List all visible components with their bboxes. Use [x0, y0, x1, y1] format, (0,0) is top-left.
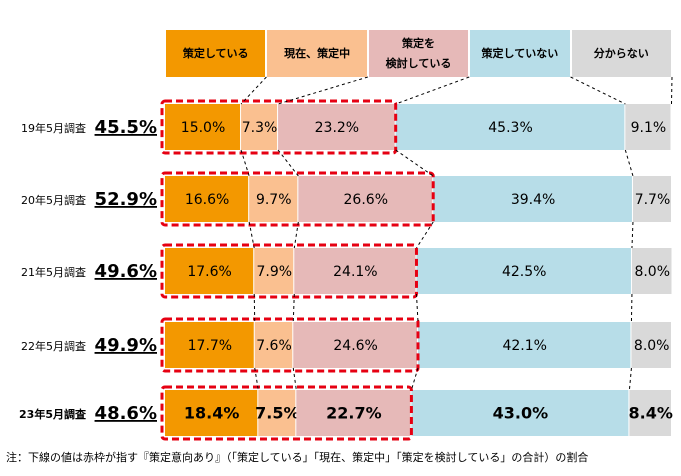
bar-segment [629, 390, 671, 436]
value-label: 42.5% [502, 264, 546, 280]
connector [415, 293, 419, 323]
row-label: 21年5月調査 [21, 265, 86, 279]
value-label: 22.7% [326, 404, 382, 423]
value-label: 45.3% [488, 120, 532, 136]
bar-segment [296, 390, 411, 436]
intent-box [160, 171, 435, 227]
value-label: 15.0% [181, 120, 225, 136]
connector [630, 293, 633, 323]
connector [293, 221, 299, 249]
value-label: 24.6% [333, 338, 377, 354]
value-label: 7.6% [256, 338, 292, 354]
value-label: 17.7% [188, 338, 232, 354]
connector [277, 76, 368, 105]
value-label: 23.2% [315, 120, 359, 136]
bar-segment [395, 104, 625, 150]
legend-entry: 策定している [166, 30, 266, 77]
value-label: 8.0% [634, 338, 670, 354]
value-label: 24.1% [333, 264, 377, 280]
intent-box [160, 243, 418, 299]
value-label: 18.4% [184, 404, 240, 423]
connector [631, 221, 634, 249]
value-label: 39.4% [511, 192, 555, 208]
connector [292, 367, 297, 391]
bar-segment [298, 176, 433, 222]
value-label: 8.4% [629, 404, 673, 423]
value-label: 43.0% [493, 404, 549, 423]
bar-segment [165, 322, 254, 368]
bar-segment [254, 322, 293, 368]
bar-segment [249, 176, 298, 222]
bar-segment [416, 248, 631, 294]
connector [416, 221, 434, 249]
row-label: 19年5月調査 [21, 121, 86, 135]
bar-segment [241, 104, 278, 150]
bar-segment [631, 248, 672, 294]
value-label: 9.7% [256, 192, 292, 208]
row-label: 22年5月調査 [21, 339, 86, 353]
intent-box [160, 385, 413, 441]
bar-segment [625, 104, 671, 150]
connector [254, 367, 259, 391]
row-total: 45.5% [95, 117, 157, 138]
row-total: 48.6% [95, 403, 157, 424]
connector [253, 293, 256, 323]
connector [395, 149, 434, 177]
connector [670, 76, 673, 105]
note: 注：下線の値は赤枠が指す『策定意向あり』（「策定している」「現在、策定中」「策定… [6, 451, 589, 464]
value-label: 7.3% [242, 120, 278, 136]
value-label: 42.1% [502, 338, 546, 354]
connector [410, 367, 419, 391]
value-label: 16.6% [185, 192, 229, 208]
bar-segment [165, 104, 241, 150]
connector [624, 149, 634, 177]
intent-box [160, 99, 398, 155]
value-label: 7.5% [255, 404, 299, 423]
connector [570, 76, 626, 105]
bar-segment [293, 322, 417, 368]
legend-entry: 分からない [571, 30, 671, 77]
legend-entry: 策定を 検討している [368, 30, 469, 77]
value-label: 7.9% [256, 264, 292, 280]
bar-segment [417, 322, 631, 368]
bar-segment [258, 390, 296, 436]
value-label: 17.6% [187, 264, 231, 280]
bar-segment [165, 248, 254, 294]
bar-segment [632, 176, 671, 222]
connector [395, 76, 470, 105]
row-label: 20年5月調査 [21, 193, 86, 207]
bar-segment [254, 248, 294, 294]
bar-segment [278, 104, 395, 150]
bar-segment [294, 248, 416, 294]
bar-segment [411, 390, 629, 436]
connector [628, 367, 632, 391]
bar-segment [165, 390, 258, 436]
legend-entry: 策定していない [470, 30, 570, 77]
value-label: 8.0% [634, 264, 670, 280]
connector [240, 149, 250, 177]
connector [240, 76, 267, 105]
value-label: 26.6% [344, 192, 388, 208]
bar-segment [433, 176, 632, 222]
row-total: 49.6% [95, 261, 157, 282]
connector [248, 221, 255, 249]
row-label: 23年5月調査 [19, 407, 86, 421]
intent-box [160, 317, 420, 373]
legend-entry: 現在、策定中 [267, 30, 367, 77]
value-label: 9.1% [631, 120, 667, 136]
connector [292, 293, 295, 323]
value-label: 7.7% [635, 192, 671, 208]
bar-segment [165, 176, 249, 222]
row-total: 52.9% [95, 189, 157, 210]
bar-segment [631, 322, 671, 368]
row-total: 49.9% [95, 335, 157, 356]
